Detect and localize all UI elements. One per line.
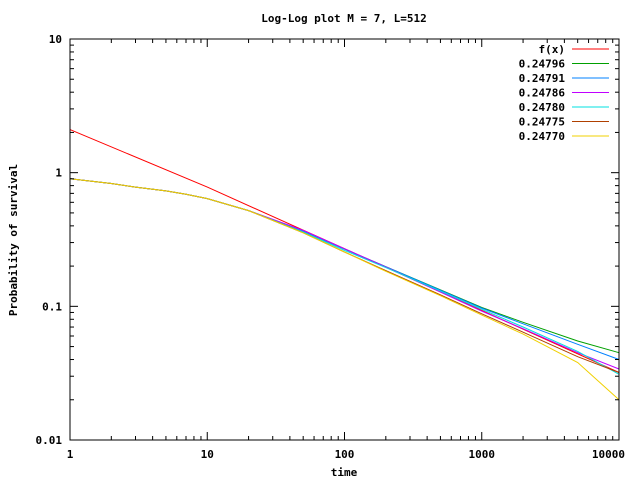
y-axis-label: Probability of survival bbox=[7, 164, 20, 316]
x-tick-label: 10000 bbox=[592, 448, 625, 461]
series-line-1 bbox=[69, 178, 620, 354]
series-line-2 bbox=[69, 178, 620, 360]
legend-label-0: f(x) bbox=[539, 43, 566, 56]
legend-label-4: 0.24780 bbox=[519, 101, 565, 114]
x-tick-label: 100 bbox=[335, 448, 355, 461]
x-tick-label: 10 bbox=[201, 448, 214, 461]
y-tick-label: 0.1 bbox=[42, 300, 62, 313]
tick-layer: 1 10 100 1000 10000 0.01 0.1 1 10 bbox=[36, 33, 626, 461]
series-line-4 bbox=[69, 178, 620, 375]
series-layer bbox=[69, 129, 620, 401]
legend-label-1: 0.24796 bbox=[519, 58, 566, 71]
series-line-6 bbox=[69, 178, 620, 401]
series-line-0 bbox=[69, 129, 620, 373]
legend-label-2: 0.24791 bbox=[519, 72, 566, 85]
x-axis-label: time bbox=[331, 466, 358, 479]
legend-label-6: 0.24770 bbox=[519, 130, 565, 143]
y-tick-label: 1 bbox=[55, 167, 62, 180]
x-tick-label: 1 bbox=[67, 448, 74, 461]
x-tick-label: 1000 bbox=[469, 448, 496, 461]
y-tick-label: 10 bbox=[49, 33, 62, 46]
series-line-3 bbox=[69, 178, 620, 370]
chart-title: Log-Log plot M = 7, L=512 bbox=[261, 12, 427, 25]
legend-label-3: 0.24786 bbox=[519, 87, 566, 100]
series-line-5 bbox=[69, 178, 620, 373]
y-tick-label: 0.01 bbox=[36, 434, 63, 447]
legend-label-5: 0.24775 bbox=[519, 116, 565, 129]
